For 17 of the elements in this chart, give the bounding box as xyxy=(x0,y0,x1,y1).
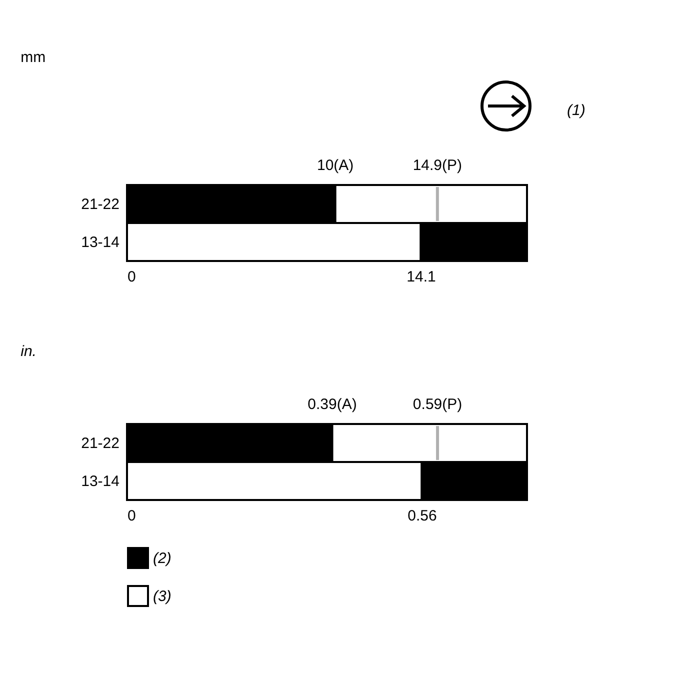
y-tick-label: 13-14 xyxy=(81,473,120,490)
text: (1) xyxy=(567,102,586,119)
x-tick-label: 14.1 xyxy=(406,268,436,286)
x-tick-label: 0.56 xyxy=(408,508,437,524)
x-tick-label: 0 xyxy=(128,508,136,524)
x2-tick-label: 0.59(P) xyxy=(412,396,462,413)
chart-title: in. xyxy=(20,343,36,360)
legend-label: (2) xyxy=(153,550,172,567)
y-tick-label: 21-22 xyxy=(81,196,120,213)
y-tick-label: 21-22 xyxy=(81,435,120,452)
x2-tick-label: 14.9(P) xyxy=(412,157,462,174)
x2-tick-label: 0.39(A) xyxy=(308,396,357,413)
chart-title: mm xyxy=(20,49,46,66)
x-tick-label: 0 xyxy=(128,268,136,286)
y-tick-label: 13-14 xyxy=(81,234,120,251)
x2-tick-label: 10(A) xyxy=(316,157,354,174)
legend-label: (3) xyxy=(153,588,172,605)
